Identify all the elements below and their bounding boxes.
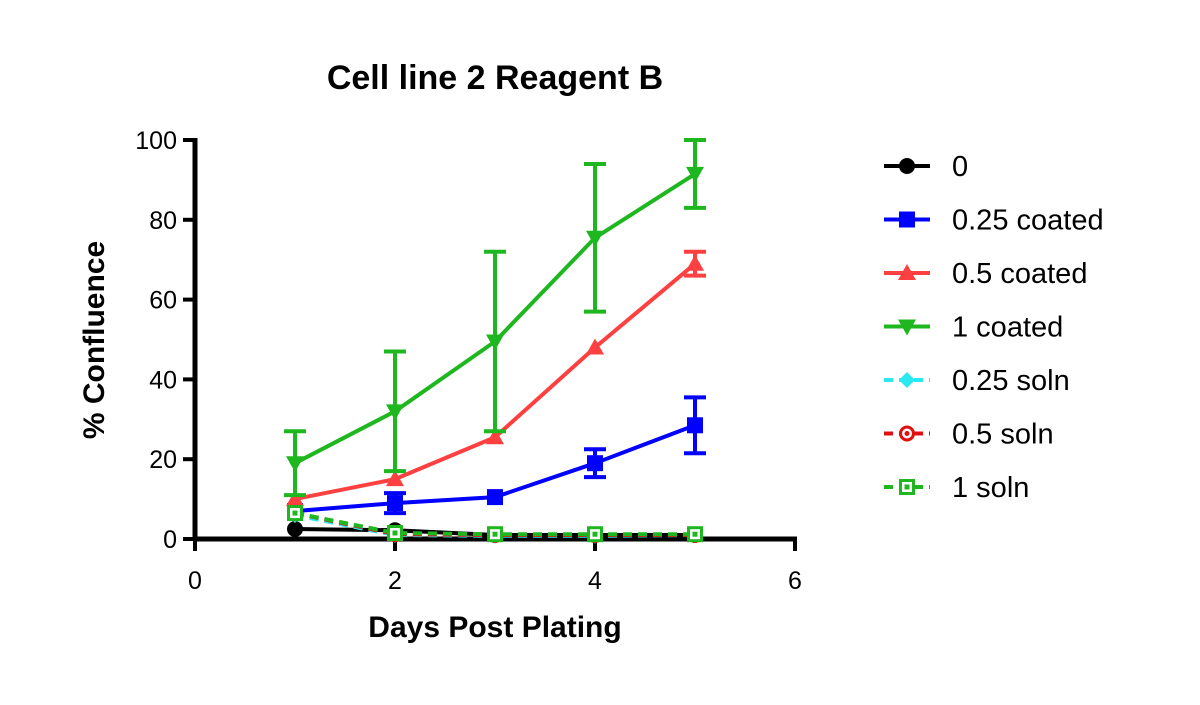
y-tick-label: 100 — [135, 127, 177, 155]
marker-triangle-down — [586, 230, 604, 247]
marker-center-dot — [692, 531, 698, 537]
data-point — [487, 526, 503, 543]
legend-item: 1 coated — [884, 312, 1063, 344]
legend-label: 0 — [952, 151, 968, 183]
marker-square — [387, 495, 403, 512]
data-point — [387, 525, 403, 542]
marker-circle — [899, 158, 915, 174]
data-point — [587, 526, 603, 543]
data-point — [387, 495, 403, 512]
data-point — [486, 428, 504, 445]
marker-square — [487, 489, 503, 506]
data-point — [687, 417, 703, 434]
marker-triangle-down — [486, 334, 504, 351]
data-point — [486, 334, 504, 351]
legend-item: 1 soln — [884, 472, 1029, 504]
marker-triangle-up — [586, 338, 604, 355]
legend-label: 0.5 coated — [952, 258, 1087, 290]
data-point — [687, 526, 703, 543]
data-point — [287, 521, 303, 538]
legend: 0 0.25 coated 0.5 coated 1 coated 0.25 soln 0… — [884, 151, 1104, 504]
data-point — [899, 479, 915, 495]
marker-triangle-up — [686, 254, 704, 271]
chart-title: Cell line 2 Reagent B — [327, 59, 663, 97]
plot-area — [284, 138, 706, 544]
data-point — [587, 455, 603, 472]
marker-triangle-up — [898, 264, 916, 280]
marker-triangle-up — [486, 428, 504, 445]
data-point — [286, 456, 304, 473]
marker-triangle-down — [898, 319, 916, 336]
legend-label: 0.25 coated — [952, 205, 1104, 237]
y-tick-label: 60 — [149, 287, 177, 315]
marker-square — [587, 455, 603, 472]
marker-center-dot — [492, 531, 498, 537]
legend-item: 0.25 soln — [884, 365, 1070, 397]
series-0-5-coated — [286, 249, 706, 507]
series-1-coated — [284, 138, 706, 498]
marker-center-dot — [904, 484, 910, 490]
y-tick-label: 40 — [149, 366, 177, 394]
marker-square — [899, 211, 915, 228]
legend-item: 0.5 coated — [884, 258, 1087, 290]
marker-diamond — [899, 372, 915, 388]
data-point — [899, 372, 915, 388]
data-point — [898, 264, 916, 280]
marker-triangle-up — [286, 490, 304, 507]
data-point — [287, 505, 303, 522]
x-tick-label: 6 — [788, 567, 802, 595]
y-tick-label: 80 — [149, 207, 177, 235]
x-axis-label: Days Post Plating — [368, 611, 621, 644]
y-tick-label: 0 — [163, 526, 177, 554]
marker-circle — [287, 521, 303, 538]
legend-item: 0.5 soln — [884, 419, 1054, 451]
data-point — [487, 489, 503, 506]
data-point — [286, 490, 304, 507]
marker-center-dot — [292, 510, 298, 516]
data-point — [898, 319, 916, 336]
marker-triangle-down — [686, 166, 704, 183]
legend-item: 0.25 coated — [884, 205, 1104, 237]
legend-item: 0 — [884, 151, 968, 183]
legend-label: 0.25 soln — [952, 365, 1070, 397]
marker-triangle-up — [386, 470, 404, 487]
data-point — [686, 254, 704, 271]
legend-label: 1 coated — [952, 312, 1063, 344]
data-point — [386, 470, 404, 487]
x-tick-label: 0 — [188, 567, 202, 595]
marker-center-dot — [392, 530, 398, 536]
marker-triangle-down — [286, 456, 304, 473]
y-axis-label: % Confluence — [78, 241, 111, 439]
marker-center-dot — [592, 531, 598, 537]
marker-triangle-down — [386, 404, 404, 421]
y-tick-label: 20 — [149, 446, 177, 474]
data-point — [899, 158, 915, 174]
data-point — [686, 166, 704, 183]
marker-center-dot — [904, 431, 910, 436]
data-point — [586, 230, 604, 247]
axes: 0 20 40 60 80 100 0 2 4 6 — [135, 127, 802, 595]
legend-label: 1 soln — [952, 472, 1029, 504]
series-1-soln — [287, 505, 703, 543]
x-tick-label: 4 — [588, 567, 602, 595]
data-point — [386, 404, 404, 421]
marker-square — [687, 417, 703, 434]
x-tick-label: 2 — [388, 567, 402, 595]
data-point — [899, 425, 915, 442]
data-point — [586, 338, 604, 355]
data-point — [899, 211, 915, 228]
legend-label: 0.5 soln — [952, 419, 1054, 451]
